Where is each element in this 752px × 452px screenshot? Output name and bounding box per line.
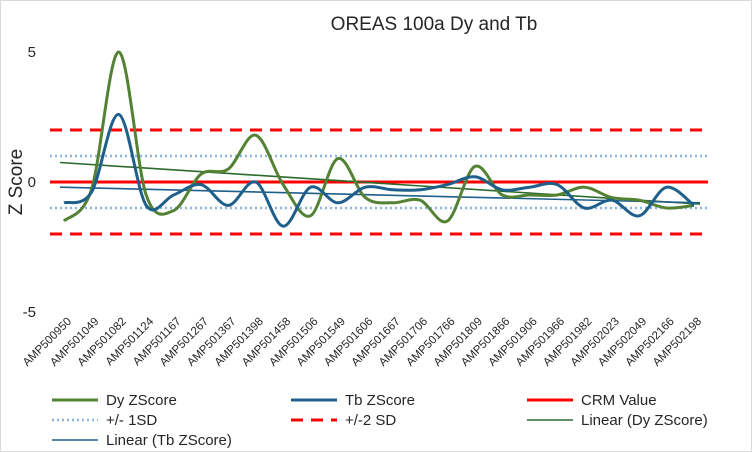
chart-title: OREAS 100a Dy and Tb bbox=[331, 14, 538, 35]
legend: Dy ZScore Tb ZScore CRM Value +/- 1SD +/-2 S… bbox=[52, 392, 708, 449]
trendline-tb bbox=[59, 186, 701, 204]
x-axis: AMP500950AMP501049AMP501082AMP501124AMP5… bbox=[21, 315, 704, 369]
legend-label: Dy ZScore bbox=[106, 392, 177, 409]
legend-label: Tb ZScore bbox=[345, 392, 415, 409]
legend-label: +/- 1SD bbox=[106, 412, 157, 429]
y-tick-label: 5 bbox=[28, 44, 36, 61]
y-axis-title: Z Score bbox=[6, 149, 27, 216]
y-tick-label: -5 bbox=[23, 304, 36, 321]
legend-label: CRM Value bbox=[581, 392, 657, 409]
legend-label: Linear (Dy ZScore) bbox=[581, 412, 708, 429]
x-tick-label: AMP502198 bbox=[651, 316, 704, 369]
y-axis: 5 0 -5 bbox=[23, 44, 36, 321]
trendline-dy bbox=[59, 161, 701, 205]
series-line-dy bbox=[62, 50, 695, 224]
reference-lines bbox=[50, 128, 708, 236]
data-series bbox=[62, 50, 695, 228]
legend-label: Linear (Tb ZScore) bbox=[106, 432, 232, 449]
series-line-tb bbox=[63, 112, 695, 228]
y-tick-label: 0 bbox=[28, 174, 36, 191]
legend-label: +/-2 SD bbox=[345, 412, 396, 429]
trendlines bbox=[59, 161, 701, 205]
